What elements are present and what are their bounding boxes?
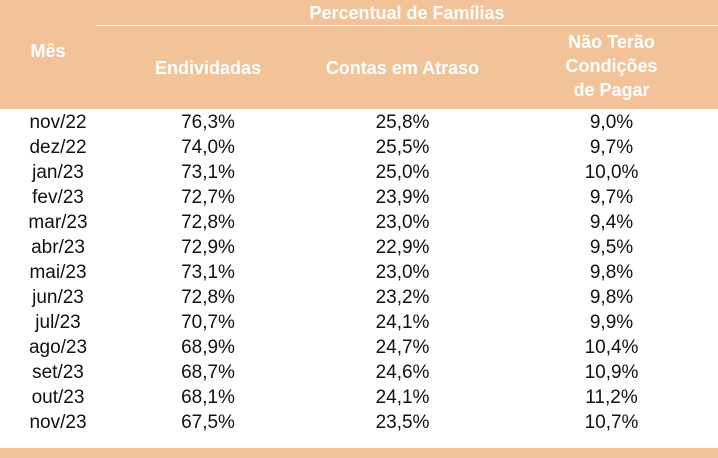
table-row: mai/23 73,1% 23,0% 9,8% bbox=[0, 260, 718, 285]
group-header-divider bbox=[96, 25, 718, 26]
column-header-overdue: Contas em Atraso bbox=[325, 58, 480, 78]
cell-unable: 9,5% bbox=[589, 237, 634, 258]
cell-unable: 9,8% bbox=[589, 287, 634, 308]
column-header-unable-line-1: Não Terão bbox=[568, 32, 655, 52]
table-row: dez/22 74,0% 25,5% 9,7% bbox=[0, 135, 718, 160]
cell-overdue: 24,6% bbox=[375, 362, 430, 383]
cell-month: jan/23 bbox=[32, 162, 84, 183]
cell-indebted: 67,5% bbox=[181, 412, 235, 433]
column-header-unable-line-3: de Pagar bbox=[573, 80, 650, 100]
cell-overdue: 22,9% bbox=[375, 237, 430, 258]
cell-unable: 10,9% bbox=[584, 362, 639, 383]
table-row: nov/22 76,3% 25,8% 9,0% bbox=[0, 110, 718, 135]
table-footer-band bbox=[0, 448, 718, 458]
cell-indebted: 72,8% bbox=[181, 212, 235, 233]
cell-indebted: 74,0% bbox=[181, 137, 235, 158]
cell-month: nov/22 bbox=[29, 112, 87, 133]
table-row: abr/23 72,9% 22,9% 9,5% bbox=[0, 235, 718, 260]
cell-overdue: 25,0% bbox=[375, 162, 430, 183]
cell-month: out/23 bbox=[31, 387, 85, 408]
column-header-indebted: Endividadas bbox=[154, 58, 262, 78]
cell-overdue: 25,8% bbox=[375, 112, 430, 133]
cell-month: mar/23 bbox=[28, 212, 88, 233]
cell-unable: 9,4% bbox=[589, 212, 634, 233]
table-row: fev/23 72,7% 23,9% 9,7% bbox=[0, 185, 718, 210]
table-row: ago/23 68,9% 24,7% 10,4% bbox=[0, 335, 718, 360]
table-row: nov/23 67,5% 23,5% 10,7% bbox=[0, 410, 718, 435]
cell-month: jul/23 bbox=[35, 312, 81, 333]
table-row: out/23 68,1% 24,1% 11,2% bbox=[0, 385, 718, 410]
cell-indebted: 73,1% bbox=[181, 262, 235, 283]
cell-month: fev/23 bbox=[32, 187, 84, 208]
cell-indebted: 68,7% bbox=[181, 362, 235, 383]
column-header-unable-to-pay: Não Terão Condições de Pagar bbox=[505, 30, 718, 102]
table-row: jul/23 70,7% 24,1% 9,9% bbox=[0, 310, 718, 335]
table-row: mar/23 72,8% 23,0% 9,4% bbox=[0, 210, 718, 235]
table-row: set/23 68,7% 24,6% 10,9% bbox=[0, 360, 718, 385]
cell-indebted: 70,7% bbox=[181, 312, 235, 333]
cell-month: jun/23 bbox=[32, 287, 84, 308]
cell-overdue: 23,9% bbox=[375, 187, 430, 208]
cell-indebted: 72,7% bbox=[181, 187, 235, 208]
cell-unable: 9,8% bbox=[589, 262, 634, 283]
cell-indebted: 73,1% bbox=[181, 162, 235, 183]
cell-overdue: 24,7% bbox=[375, 337, 430, 358]
cell-unable: 9,9% bbox=[589, 312, 634, 333]
cell-unable: 9,7% bbox=[589, 187, 634, 208]
group-header-title: Percentual de Famílias bbox=[309, 3, 505, 23]
cell-indebted: 72,8% bbox=[181, 287, 235, 308]
column-header-month: Mês bbox=[30, 41, 66, 61]
cell-overdue: 23,0% bbox=[375, 212, 430, 233]
cell-indebted: 76,3% bbox=[181, 112, 235, 133]
cell-unable: 10,7% bbox=[584, 412, 639, 433]
cell-overdue: 23,5% bbox=[375, 412, 430, 433]
cell-unable: 9,7% bbox=[589, 137, 634, 158]
cell-unable: 9,0% bbox=[589, 112, 634, 133]
cell-month: set/23 bbox=[32, 362, 84, 383]
cell-overdue: 25,5% bbox=[375, 137, 430, 158]
cell-indebted: 68,9% bbox=[181, 337, 235, 358]
cell-indebted: 68,1% bbox=[181, 387, 235, 408]
table-header: Percentual de Famílias Mês Endividadas C… bbox=[0, 0, 718, 109]
cell-unable: 10,4% bbox=[584, 337, 639, 358]
cell-overdue: 24,1% bbox=[375, 387, 430, 408]
table-body: nov/22 76,3% 25,8% 9,0% dez/22 74,0% 25,… bbox=[0, 110, 718, 435]
cell-month: abr/23 bbox=[31, 237, 85, 258]
cell-month: nov/23 bbox=[29, 412, 87, 433]
cell-overdue: 24,1% bbox=[375, 312, 430, 333]
cell-overdue: 23,2% bbox=[375, 287, 430, 308]
cell-unable: 11,2% bbox=[585, 387, 638, 408]
cell-unable: 10,0% bbox=[584, 162, 639, 183]
cell-overdue: 23,0% bbox=[375, 262, 430, 283]
table-row: jun/23 72,8% 23,2% 9,8% bbox=[0, 285, 718, 310]
cell-month: mai/23 bbox=[29, 262, 87, 283]
cell-month: ago/23 bbox=[28, 337, 88, 358]
cell-month: dez/22 bbox=[29, 137, 87, 158]
table-row: jan/23 73,1% 25,0% 10,0% bbox=[0, 160, 718, 185]
cell-indebted: 72,9% bbox=[181, 237, 235, 258]
column-header-unable-line-2: Condições bbox=[565, 56, 658, 76]
